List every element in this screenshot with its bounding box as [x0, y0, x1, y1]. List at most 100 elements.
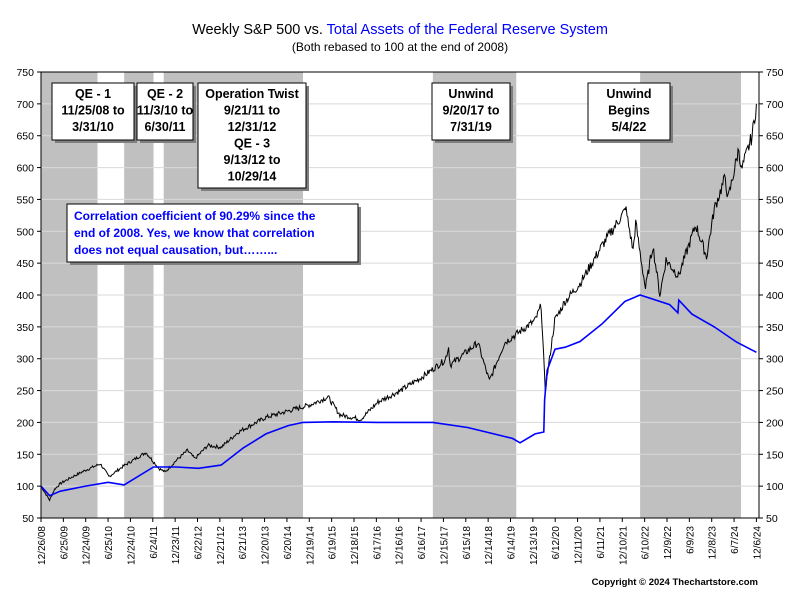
- chart-title-part2: Total Assets of the Federal Reserve Syst…: [327, 22, 608, 38]
- x-tick-label: 12/23/11: [171, 526, 182, 565]
- x-tick-label: 6/11/21: [596, 526, 607, 559]
- x-tick-label: 12/18/15: [350, 526, 361, 565]
- y-tick-label-left: 400: [16, 290, 34, 302]
- y-tick-label-right: 700: [766, 99, 784, 111]
- y-tick-label-left: 600: [16, 163, 34, 175]
- y-tick-label-left: 500: [16, 226, 34, 238]
- annotation-text: 6/30/11: [144, 120, 185, 134]
- x-tick-label: 12/24/09: [82, 526, 93, 565]
- annotation-box: [587, 82, 671, 141]
- x-tick-label: 6/21/13: [238, 526, 249, 560]
- annotation-text: QE - 3: [234, 137, 270, 151]
- x-tick-label: 12/9/22: [663, 526, 674, 560]
- y-tick-label-left: 50: [22, 513, 34, 525]
- y-tick-label-right: 600: [766, 163, 784, 175]
- y-tick-label-right: 300: [766, 354, 784, 366]
- x-tick-label: 6/15/18: [462, 526, 473, 560]
- y-tick-label-right: 150: [766, 449, 784, 461]
- y-tick-label-left: 250: [16, 386, 34, 398]
- y-tick-label-right: 550: [766, 194, 784, 206]
- x-tick-label: 6/7/24: [730, 526, 741, 554]
- annotation-text: 11/25/08 to: [61, 104, 125, 118]
- x-tick-label: 6/12/20: [551, 526, 562, 560]
- x-tick-label: 12/26/08: [37, 526, 48, 565]
- annotation-text: Begins: [608, 104, 650, 118]
- x-tick-label: 6/25/09: [59, 526, 70, 560]
- annotation-box: [197, 82, 307, 189]
- annotation-text: 9/21/11 to: [224, 104, 281, 118]
- y-tick-label-left: 150: [16, 449, 34, 461]
- chart-title: Weekly S&P 500 vs. Total Assets of the F…: [192, 22, 608, 38]
- chart-subtitle: (Both rebased to 100 at the end of 2008): [292, 40, 508, 54]
- annotation-text: Operation Twist: [205, 87, 299, 101]
- y-tick-label-left: 200: [16, 417, 34, 429]
- y-tick-label-left: 350: [16, 322, 34, 334]
- x-tick-label: 6/25/10: [104, 526, 115, 560]
- y-tick-label-left: 450: [16, 258, 34, 270]
- y-tick-label-right: 750: [766, 67, 784, 79]
- annotation-text: 9/13/12 to: [224, 153, 281, 167]
- plot-border: [40, 71, 760, 519]
- x-tick-label: 6/20/14: [283, 526, 294, 560]
- x-tick-label: 6/19/15: [328, 526, 339, 560]
- chart-title-part1: Weekly S&P 500 vs.: [192, 22, 327, 38]
- y-tick-label-left: 550: [16, 194, 34, 206]
- x-tick-label: 6/22/12: [193, 526, 204, 560]
- x-tick-label: 12/21/12: [216, 526, 227, 565]
- y-tick-label-right: 500: [766, 226, 784, 238]
- y-tick-label-right: 350: [766, 322, 784, 334]
- correlation-text: end of 2008. Yes, we know that correlati…: [74, 226, 315, 240]
- y-tick-label-right: 100: [766, 481, 784, 493]
- x-tick-label: 12/19/14: [305, 526, 316, 565]
- x-tick-label: 12/6/24: [752, 526, 763, 560]
- x-tick-label: 12/11/20: [574, 526, 585, 565]
- x-tick-label: 12/24/10: [126, 526, 137, 565]
- x-tick-label: 6/24/11: [149, 526, 160, 559]
- series-line-fed-assets: [40, 294, 757, 497]
- y-tick-label-right: 250: [766, 386, 784, 398]
- y-tick-label-left: 700: [16, 99, 34, 111]
- annotation-box: [51, 82, 135, 141]
- annotation-text: 11/3/10 to: [137, 104, 194, 118]
- annotation-text: Unwind: [606, 87, 651, 101]
- correlation-box: [66, 203, 359, 263]
- y-tick-label-left: 750: [16, 67, 34, 79]
- annotation-text: 3/31/10: [72, 120, 114, 134]
- x-tick-label: 12/20/13: [261, 526, 272, 565]
- x-tick-label: 6/16/17: [417, 526, 428, 560]
- x-tick-label: 6/17/16: [372, 526, 383, 560]
- x-tick-label: 12/8/23: [708, 526, 719, 560]
- annotation-text: QE - 1: [75, 87, 111, 101]
- annotation-text: 12/31/12: [228, 120, 277, 134]
- x-tick-label: 12/13/19: [529, 526, 540, 565]
- annotation-text: Unwind: [448, 87, 493, 101]
- y-tick-label-right: 650: [766, 131, 784, 143]
- annotation-box: [136, 82, 194, 141]
- correlation-text: Correlation coefficient of 90.29% since …: [74, 209, 316, 223]
- y-tick-label-right: 400: [766, 290, 784, 302]
- correlation-text: does not equal causation, but……...: [74, 243, 277, 257]
- x-tick-label: 12/10/21: [618, 526, 629, 565]
- x-tick-label: 12/16/16: [395, 526, 406, 565]
- annotation-text: 5/4/22: [612, 120, 647, 134]
- annotation-text: QE - 2: [147, 87, 183, 101]
- y-tick-label-left: 300: [16, 354, 34, 366]
- y-tick-label-left: 100: [16, 481, 34, 493]
- y-tick-label-left: 650: [16, 131, 34, 143]
- annotation-text: 7/31/19: [450, 120, 492, 134]
- x-tick-label: 12/14/18: [484, 526, 495, 565]
- x-tick-label: 6/10/22: [641, 526, 652, 560]
- series-line-sp500: [40, 103, 757, 502]
- x-tick-label: 6/14/19: [506, 526, 517, 560]
- x-tick-label: 6/9/23: [685, 526, 696, 554]
- x-tick-label: 12/15/17: [439, 526, 450, 565]
- y-tick-label-right: 50: [766, 513, 778, 525]
- annotation-layer: QE - 1 11/25/08 to 3/31/10 QE - 2 11/3/10 to…: [51, 82, 673, 265]
- annotation-box: [431, 82, 511, 141]
- annotation-text: 9/20/17 to: [443, 104, 500, 118]
- y-tick-label-right: 450: [766, 258, 784, 270]
- copyright-text: Copyright © 2024 Thechartstore.com: [592, 577, 758, 588]
- annotation-text: 10/29/14: [228, 170, 277, 184]
